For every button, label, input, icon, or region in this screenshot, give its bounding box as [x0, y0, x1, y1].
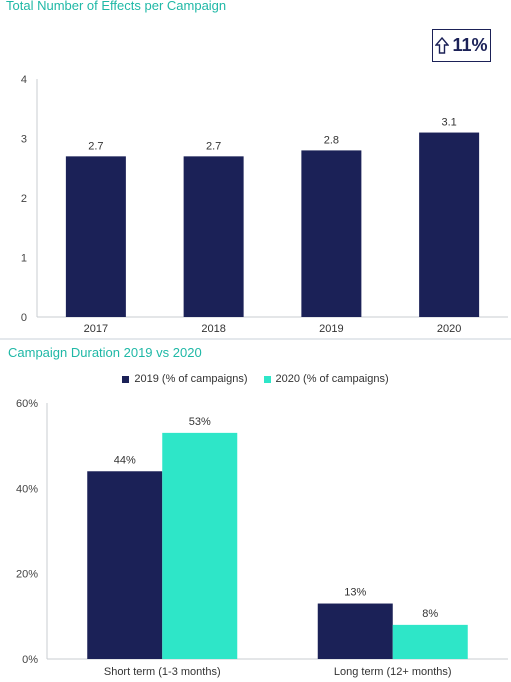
chart1-y-tick-label: 0 [21, 312, 27, 324]
chart1-y-tick-label: 1 [21, 253, 27, 265]
chart2-bar [317, 603, 393, 659]
chart2-x-tick-label: Short term (1-3 months) [104, 666, 221, 678]
legend-swatch-2020 [263, 375, 271, 383]
chart1-bar [65, 156, 126, 317]
chart2-y-tick-label: 40% [16, 483, 38, 495]
chart2-bar [392, 624, 468, 659]
chart2-bar [162, 432, 238, 659]
arrow-up-icon [435, 37, 450, 54]
legend-swatch-2019 [122, 375, 130, 383]
chart2-y-tick-label: 20% [16, 569, 38, 581]
chart1-data-label: 3.1 [441, 117, 456, 129]
chart2-y-tick-label: 0% [22, 654, 38, 666]
chart1-y-tick-label: 2 [21, 193, 27, 205]
chart1-data-label: 2.8 [324, 134, 339, 146]
chart1-data-label: 2.7 [206, 140, 221, 152]
chart1-bar [301, 150, 362, 317]
chart2-data-label: 13% [344, 587, 366, 599]
legend-item-2020: 2020 (% of campaigns) [263, 373, 389, 385]
legend-item-2019: 2019 (% of campaigns) [122, 373, 248, 385]
chart1-y-tick-label: 3 [21, 134, 27, 146]
chart1-data-label: 2.7 [88, 140, 103, 152]
chart2-bar [87, 471, 163, 659]
chart2-title: Campaign Duration 2019 vs 2020 [8, 345, 202, 360]
change-badge-value: 11% [452, 35, 488, 55]
chart1-plot: 0 1 2 3 4 2.7 2017 2.7 2018 2.8 2019 3.1 2020 [21, 74, 508, 335]
chart2-data-label: 44% [114, 454, 136, 466]
chart1-y-tick-label: 4 [21, 74, 27, 86]
chart2-data-label: 8% [422, 608, 438, 620]
chart2-legend: 2019 (% of campaigns) 2020 (% of campaig… [0, 373, 511, 385]
chart1-x-tick-label: 2017 [84, 323, 108, 335]
chart1-x-tick-label: 2019 [319, 323, 343, 335]
change-badge: 11% [432, 29, 491, 62]
legend-label-2020: 2020 (% of campaigns) [275, 373, 389, 385]
section-divider [0, 338, 511, 340]
chart1-title: Total Number of Effects per Campaign [6, 0, 227, 13]
legend-label-2019: 2019 (% of campaigns) [134, 373, 248, 385]
chart1-x-tick-label: 2020 [437, 323, 461, 335]
chart2-x-tick-label: Long term (12+ months) [334, 666, 452, 678]
chart1-bar [419, 132, 480, 317]
chart1-x-tick-label: 2018 [201, 323, 225, 335]
chart2-data-label: 53% [189, 416, 211, 428]
chart2-y-tick-label: 60% [16, 398, 38, 410]
chart1-bar [183, 156, 244, 317]
